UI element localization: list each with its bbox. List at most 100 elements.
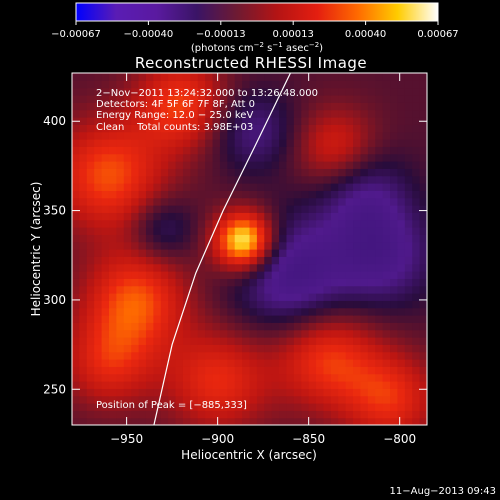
- heatmap-cell: [219, 80, 228, 89]
- heatmap-cell: [286, 315, 295, 323]
- heatmap-cell: [412, 205, 421, 213]
- heatmap-cell: [293, 197, 302, 206]
- heatmap-cell: [301, 95, 310, 103]
- heatmap-cell: [205, 344, 214, 353]
- heatmap-cell: [212, 344, 221, 353]
- heatmap-cell: [175, 366, 184, 375]
- heatmap-cell: [190, 175, 199, 184]
- heatmap-cell: [175, 322, 184, 331]
- heatmap-cell: [375, 109, 384, 118]
- heatmap-cell: [138, 117, 147, 125]
- heatmap-cell: [264, 263, 273, 272]
- heatmap-cell: [234, 329, 243, 338]
- heatmap-cell: [138, 219, 147, 228]
- heatmap-cell: [72, 183, 80, 191]
- heatmap-cell: [353, 168, 362, 177]
- heatmap-cell: [382, 300, 391, 309]
- heatmap-cell: [116, 161, 125, 169]
- heatmap-cell: [153, 344, 162, 353]
- heatmap-cell: [397, 359, 406, 367]
- heatmap-cell: [382, 263, 391, 272]
- heatmap-cell: [316, 271, 325, 279]
- heatmap-cell: [330, 87, 339, 96]
- heatmap-cell: [360, 234, 369, 243]
- heatmap-cell: [160, 417, 169, 425]
- heatmap-cell: [219, 241, 228, 250]
- heatmap-cell: [108, 300, 117, 309]
- heatmap-cell: [123, 315, 132, 323]
- heatmap-cell: [323, 315, 332, 323]
- heatmap-cell: [131, 241, 140, 250]
- heatmap-cell: [86, 87, 95, 96]
- heatmap-cell: [419, 337, 427, 345]
- heatmap-cell: [197, 359, 206, 367]
- heatmap-cell: [271, 329, 280, 338]
- heatmap-cell: [264, 153, 273, 162]
- heatmap-cell: [153, 80, 162, 89]
- heatmap-cell: [301, 197, 310, 206]
- heatmap-cell: [138, 381, 147, 389]
- heatmap-cell: [271, 73, 280, 81]
- heatmap-cell: [168, 175, 177, 184]
- heatmap-cell: [190, 381, 199, 389]
- heatmap-cell: [145, 359, 154, 367]
- heatmap-cell: [79, 87, 88, 96]
- heatmap-cell: [123, 388, 132, 397]
- heatmap-cell: [323, 337, 332, 345]
- heatmap-cell: [367, 117, 376, 125]
- heatmap-cell: [101, 395, 110, 404]
- heatmap-cell: [249, 87, 258, 96]
- heatmap-cell: [72, 219, 80, 228]
- heatmap-cell: [338, 271, 347, 279]
- heatmap-cell: [256, 373, 265, 382]
- heatmap-cell: [242, 278, 251, 287]
- heatmap-cell: [412, 359, 421, 367]
- heatmap-cell: [182, 124, 191, 133]
- heatmap-cell: [138, 300, 147, 309]
- heatmap-cell: [175, 139, 184, 147]
- heatmap-cell: [279, 278, 288, 287]
- heatmap-cell: [219, 315, 228, 323]
- heatmap-cell: [412, 381, 421, 389]
- heatmap-cell: [293, 168, 302, 177]
- heatmap-cell: [131, 307, 140, 316]
- heatmap-cell: [227, 175, 236, 184]
- heatmap-cell: [256, 183, 265, 191]
- heatmap-cell: [271, 285, 280, 294]
- heatmap-cell: [271, 234, 280, 243]
- heatmap-cell: [242, 95, 251, 103]
- heatmap-cell: [79, 329, 88, 338]
- heatmap-cell: [419, 322, 427, 331]
- heatmap-cell: [197, 227, 206, 235]
- heatmap-cell: [138, 344, 147, 353]
- heatmap-cell: [72, 263, 80, 272]
- heatmap-cell: [271, 359, 280, 367]
- heatmap-cell: [79, 359, 88, 367]
- heatmap-cell: [116, 153, 125, 162]
- heatmap-cell: [345, 381, 354, 389]
- heatmap-cell: [227, 102, 236, 111]
- heatmap-cell: [79, 227, 88, 235]
- heatmap-cell: [160, 256, 169, 265]
- heatmap-cell: [86, 80, 95, 89]
- heatmap-cell: [205, 278, 214, 287]
- heatmap-cell: [412, 329, 421, 338]
- heatmap-cell: [249, 293, 258, 301]
- heatmap-cell: [271, 117, 280, 125]
- heatmap-cell: [330, 351, 339, 360]
- heatmap-cell: [101, 359, 110, 367]
- heatmap-cell: [168, 344, 177, 353]
- heatmap-cell: [316, 307, 325, 316]
- heatmap-cell: [205, 373, 214, 382]
- heatmap-cell: [256, 131, 265, 140]
- heatmap-cell: [382, 73, 391, 81]
- heatmap-cell: [94, 373, 103, 382]
- heatmap-cell: [160, 322, 169, 331]
- heatmap-cell: [308, 80, 317, 89]
- heatmap-cell: [234, 351, 243, 360]
- heatmap-cell: [404, 190, 413, 199]
- heatmap-cell: [279, 131, 288, 140]
- heatmap-cell: [197, 124, 206, 133]
- heatmap-cell: [108, 256, 117, 265]
- heatmap-cell: [330, 344, 339, 353]
